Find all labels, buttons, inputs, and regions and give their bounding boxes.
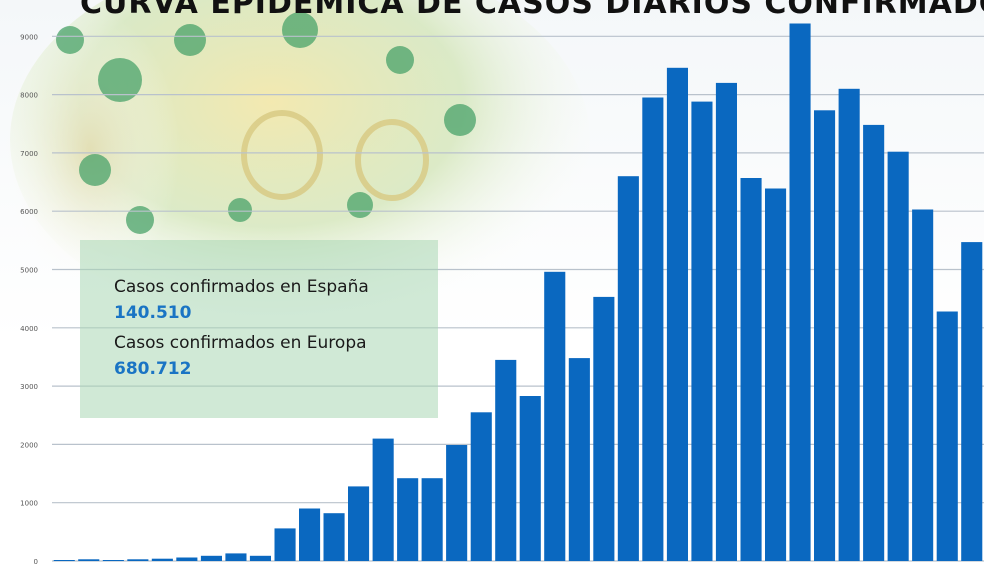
bar bbox=[102, 560, 124, 561]
bar bbox=[814, 110, 836, 562]
bar bbox=[715, 82, 737, 562]
y-tick-label: 0 bbox=[34, 558, 38, 566]
spain-cases-value: 140.510 bbox=[114, 303, 192, 323]
bar bbox=[887, 151, 909, 561]
bar bbox=[249, 555, 271, 561]
bar bbox=[274, 528, 296, 561]
bar bbox=[78, 559, 100, 561]
y-tick-label: 3000 bbox=[20, 383, 38, 391]
bar bbox=[912, 209, 934, 561]
bar bbox=[495, 359, 517, 561]
bar bbox=[544, 271, 566, 561]
bar bbox=[397, 478, 419, 561]
bar bbox=[200, 555, 222, 561]
bar bbox=[299, 508, 321, 561]
bar bbox=[176, 557, 198, 561]
y-tick-label: 7000 bbox=[20, 150, 38, 158]
y-tick-label: 2000 bbox=[20, 441, 38, 449]
bar bbox=[789, 23, 811, 561]
spain-cases-label: Casos confirmados en España bbox=[114, 277, 369, 297]
bar bbox=[740, 178, 762, 561]
bar bbox=[838, 88, 860, 562]
bar bbox=[617, 176, 639, 561]
bar bbox=[936, 311, 958, 561]
bar bbox=[446, 445, 468, 561]
bar bbox=[593, 296, 615, 561]
europe-cases-label: Casos confirmados en Europa bbox=[114, 333, 367, 353]
bar bbox=[372, 438, 394, 561]
bar bbox=[519, 396, 541, 561]
chart-title: CURVA EPIDÉMICA DE CASOS DIARIOS CONFIRM… bbox=[80, 0, 984, 21]
y-axis-ticks: 0 1000 2000 3000 4000 5000 6000 7000 8000 9000 bbox=[20, 33, 38, 566]
bar bbox=[323, 513, 345, 561]
bar bbox=[348, 486, 370, 561]
bar bbox=[568, 358, 590, 561]
bar bbox=[225, 553, 247, 561]
bar bbox=[470, 412, 492, 561]
bar bbox=[151, 558, 173, 561]
y-tick-label: 9000 bbox=[20, 33, 38, 41]
y-tick-label: 8000 bbox=[20, 92, 38, 100]
bar bbox=[961, 242, 983, 561]
bar bbox=[765, 188, 787, 561]
europe-cases-value: 680.712 bbox=[114, 359, 192, 379]
bar bbox=[421, 478, 443, 561]
bar bbox=[691, 101, 713, 561]
y-tick-label: 5000 bbox=[20, 267, 38, 275]
bar bbox=[53, 560, 75, 561]
bars bbox=[53, 23, 983, 562]
confirmed-cases-box: Casos confirmados en España 140.510 Caso… bbox=[80, 240, 438, 418]
bar bbox=[863, 124, 885, 562]
y-tick-label: 6000 bbox=[20, 208, 38, 216]
bar bbox=[666, 67, 688, 562]
y-tick-label: 1000 bbox=[20, 500, 38, 508]
bar bbox=[127, 559, 149, 561]
bar bbox=[642, 97, 664, 561]
y-tick-label: 4000 bbox=[20, 325, 38, 333]
